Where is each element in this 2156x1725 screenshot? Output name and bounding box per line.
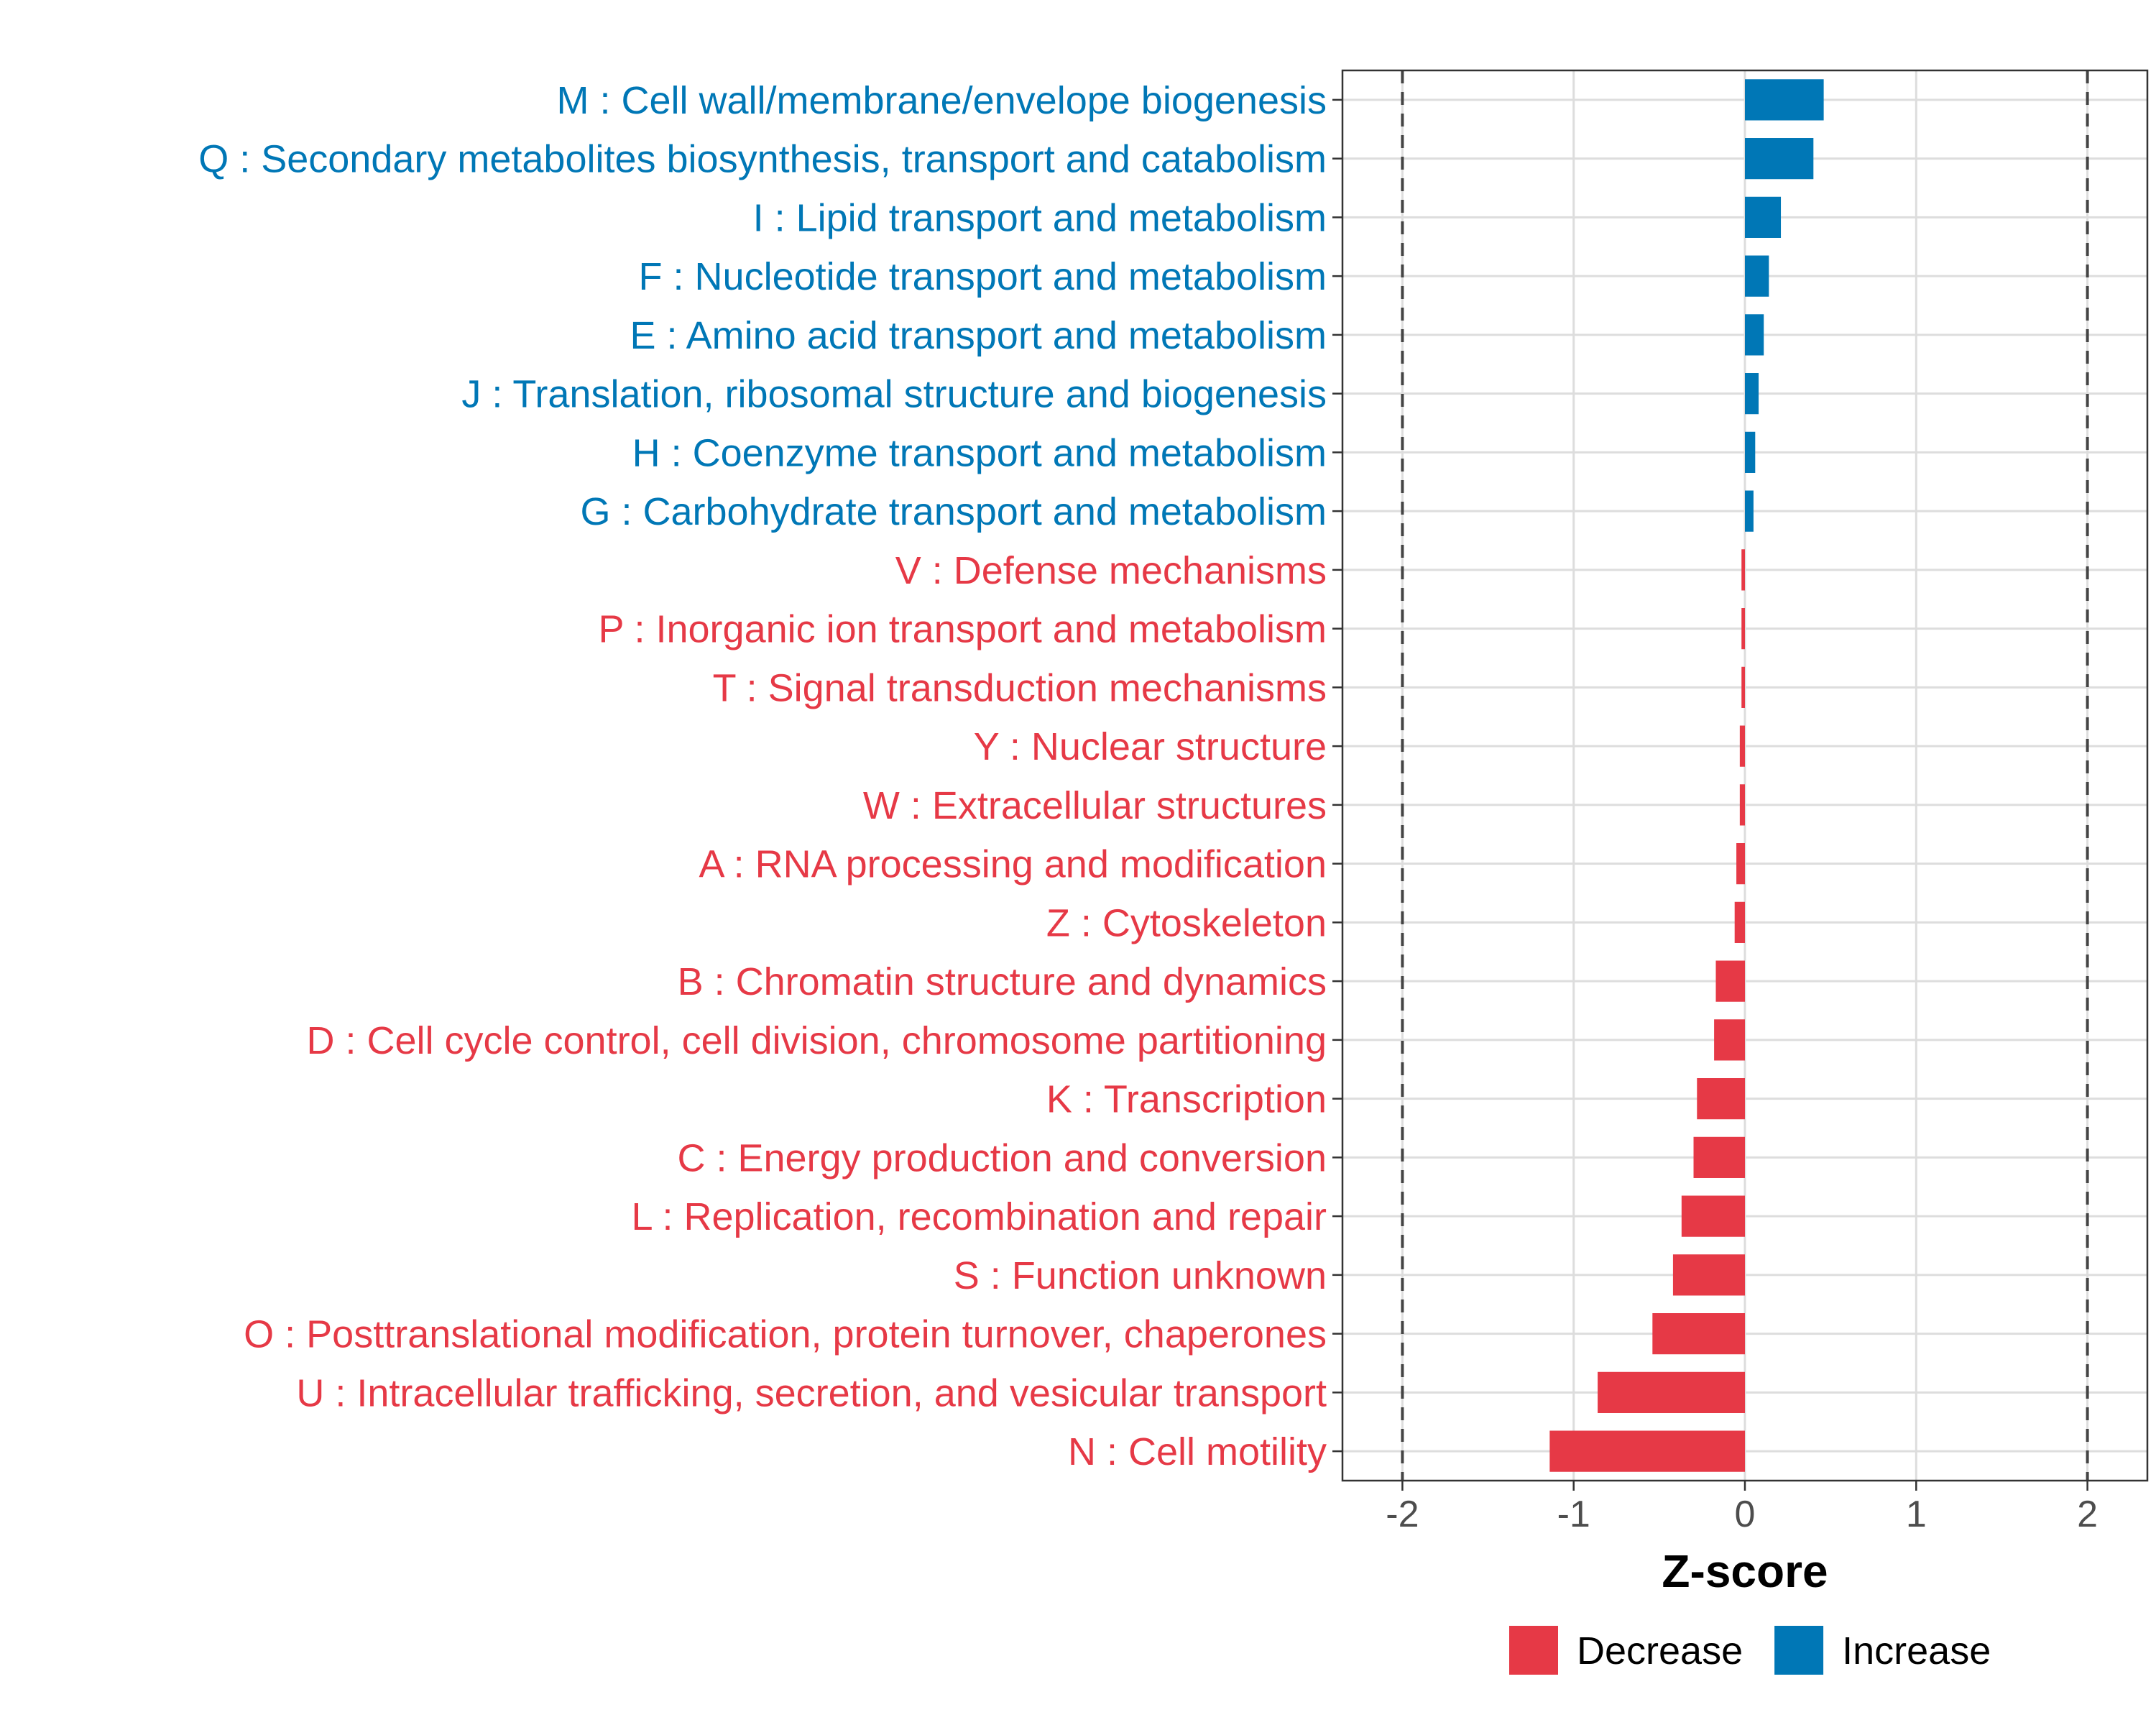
y-tick-label: Y : Nuclear structure: [974, 725, 1327, 768]
x-tick-label: 1: [1906, 1494, 1927, 1535]
y-tick-label: Z : Cytoskeleton: [1046, 901, 1327, 944]
bar: [1745, 490, 1754, 532]
legend-label: Increase: [1842, 1629, 1991, 1673]
y-tick-label: I : Lipid transport and metabolism: [753, 196, 1327, 239]
bar: [1745, 314, 1764, 356]
x-tick-label: 2: [2077, 1494, 2098, 1535]
y-tick-label: U : Intracellular trafficking, secretion…: [296, 1371, 1327, 1414]
y-tick-label: J : Translation, ribosomal structure and…: [461, 373, 1327, 416]
bar: [1745, 255, 1769, 297]
y-tick-label: O : Posttranslational modification, prot…: [244, 1313, 1327, 1356]
legend-label: Decrease: [1577, 1629, 1743, 1673]
y-tick-label: N : Cell motility: [1068, 1430, 1327, 1473]
bar: [1697, 1078, 1745, 1120]
x-axis-title: Z-score: [1662, 1545, 1828, 1597]
bar: [1745, 431, 1756, 473]
bar: [1736, 843, 1745, 885]
bar: [1734, 901, 1745, 943]
bar: [1741, 549, 1745, 591]
x-tick-label: 0: [1735, 1494, 1756, 1535]
legend-swatch: [1509, 1626, 1558, 1675]
y-tick-label: F : Nucleotide transport and metabolism: [639, 255, 1327, 298]
bar: [1681, 1195, 1745, 1237]
y-tick-label: S : Function unknown: [954, 1254, 1327, 1297]
bar: [1745, 196, 1782, 238]
bar: [1739, 725, 1745, 767]
y-tick-label: M : Cell wall/membrane/envelope biogenes…: [556, 79, 1327, 122]
bar: [1739, 784, 1745, 826]
bar: [1745, 373, 1759, 415]
y-tick-label: V : Defense mechanisms: [895, 549, 1327, 592]
x-axis-ticks: -2 -1 0 1 2: [1386, 1481, 2098, 1535]
reference-lines: [1401, 70, 2089, 1481]
bar: [1741, 666, 1745, 708]
y-tick-label: G : Carbohydrate transport and metabolis…: [581, 490, 1327, 533]
bar: [1672, 1254, 1745, 1296]
bar: [1715, 960, 1745, 1002]
y-tick-label: A : RNA processing and modification: [699, 843, 1327, 886]
legend-swatch: [1774, 1626, 1824, 1675]
bar: [1745, 79, 1824, 121]
y-tick-label: P : Inorganic ion transport and metaboli…: [598, 608, 1327, 651]
bar: [1745, 138, 1814, 180]
x-tick-label: -1: [1557, 1494, 1590, 1535]
y-tick-label: L : Replication, recombination and repai…: [631, 1195, 1327, 1238]
bars: [1549, 79, 1824, 1472]
bar: [1652, 1313, 1745, 1355]
y-tick-label: D : Cell cycle control, cell division, c…: [306, 1019, 1327, 1062]
legend: Decrease Increase: [1509, 1626, 1991, 1675]
bar: [1598, 1371, 1745, 1413]
bar: [1693, 1136, 1745, 1178]
bar: [1741, 608, 1745, 650]
x-tick-label: -2: [1386, 1494, 1419, 1535]
y-axis-ticks: M : Cell wall/membrane/envelope biogenes…: [198, 79, 1342, 1473]
y-tick-label: Q : Secondary metabolites biosynthesis, …: [198, 138, 1327, 181]
bar: [1549, 1430, 1745, 1472]
y-tick-label: B : Chromatin structure and dynamics: [678, 960, 1327, 1003]
y-tick-label: H : Coenzyme transport and metabolism: [632, 431, 1327, 474]
y-tick-label: E : Amino acid transport and metabolism: [630, 314, 1327, 357]
y-tick-label: C : Energy production and conversion: [677, 1136, 1327, 1179]
y-tick-label: T : Signal transduction mechanisms: [713, 666, 1327, 709]
y-tick-label: K : Transcription: [1046, 1078, 1327, 1121]
y-tick-label: W : Extracellular structures: [863, 784, 1327, 827]
bar: [1714, 1019, 1745, 1061]
